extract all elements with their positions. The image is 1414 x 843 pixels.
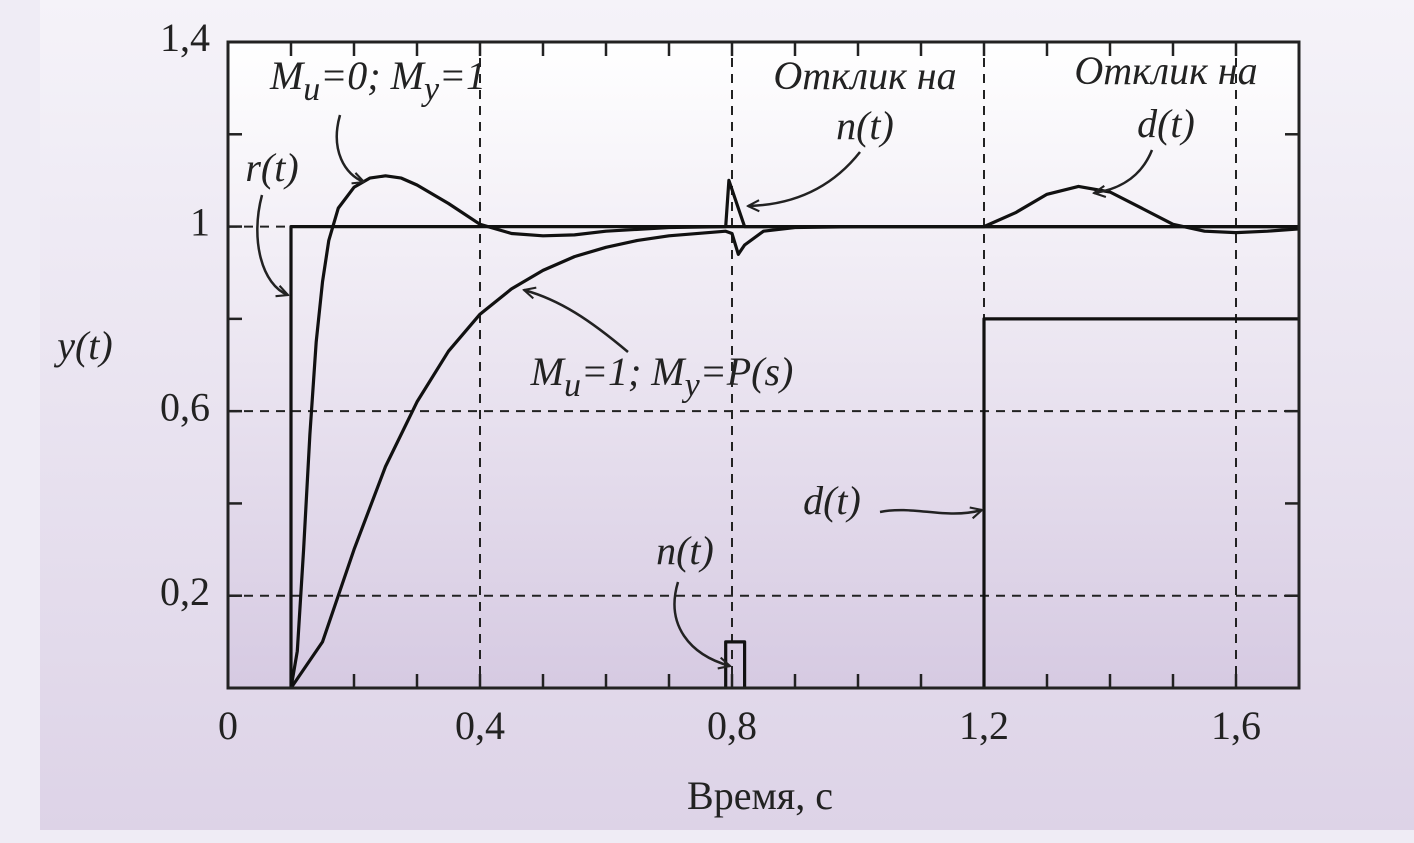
annotation-part: M [530,349,567,394]
x-tick-label: 1,6 [1211,703,1261,748]
annotation-part: n(t) [656,528,714,573]
y-axis-label: y(t) [53,323,113,368]
arrow [879,510,982,514]
x-tick-label: 0,4 [455,703,505,748]
arrow [524,290,629,353]
y-tick-label: 1,4 [160,15,210,60]
annotation: d(t) [803,478,861,523]
series-line [982,317,1299,688]
annotation-part: =1 [439,53,486,98]
annotation-part: M [269,53,306,98]
arrows [256,114,1154,666]
annotation-part: d(t) [803,478,861,523]
arrow [1094,149,1154,193]
arrow [748,151,861,206]
annotation: Отклик на [1074,48,1257,93]
annotation-part: d(t) [1137,101,1195,146]
annotation-part: =0; M [320,53,426,98]
y-tick-label: 0,2 [160,569,210,614]
annotation-part: =1; M [581,349,687,394]
annotation-part: n(t) [836,103,894,148]
annotation: r(t) [245,145,298,190]
x-tick-label: 1,2 [959,703,1009,748]
annotation-part: y [421,71,440,108]
x-tick-label: 0 [218,703,238,748]
x-tick-label: 0,8 [707,703,757,748]
annotation-part: Отклик на [1074,48,1257,93]
annotation-part: y [682,367,701,404]
series-line [289,225,1299,689]
annotation-part: r(t) [245,145,298,190]
annotation: n(t) [656,528,714,573]
plot-area [228,42,1299,688]
lines [289,174,1300,689]
arrow [335,114,364,182]
arrow [673,581,730,666]
annotation: Mu=1; My=P(s) [530,349,794,404]
plot-frame [226,40,1301,690]
annotation: d(t) [1137,101,1195,146]
arrow [256,194,288,295]
y-tick-label: 0,6 [160,384,210,429]
x-axis-label: Время, с [687,773,833,818]
y-tick-label: 1 [190,200,210,245]
annotation-part: Отклик на [773,53,956,98]
annotation: Отклик на [773,53,956,98]
annotation-part: =P(s) [700,349,794,394]
annotation-part: u [303,71,320,108]
series-line [289,174,1300,689]
annotation: n(t) [836,103,894,148]
annotation-part: u [564,367,581,404]
annotation: Mu=0; My=1 [269,53,486,108]
